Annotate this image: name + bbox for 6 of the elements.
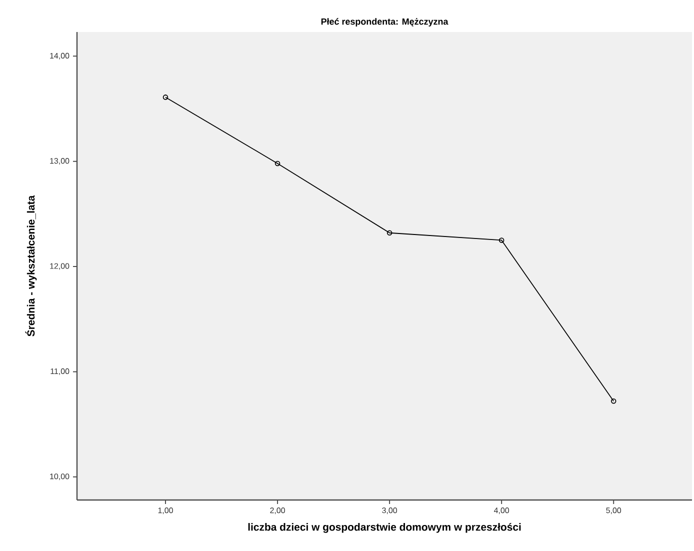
point [498,238,504,243]
point [386,230,392,236]
x-axis-title: liczba dzieci w gospodarstwie domowym w przeszłości [248,522,521,533]
y-axis-title: Średnia - wykształcenie_lata [25,195,37,336]
chart-title: Płeć respondenta: Mężczyzna [321,18,448,26]
point [274,160,280,166]
